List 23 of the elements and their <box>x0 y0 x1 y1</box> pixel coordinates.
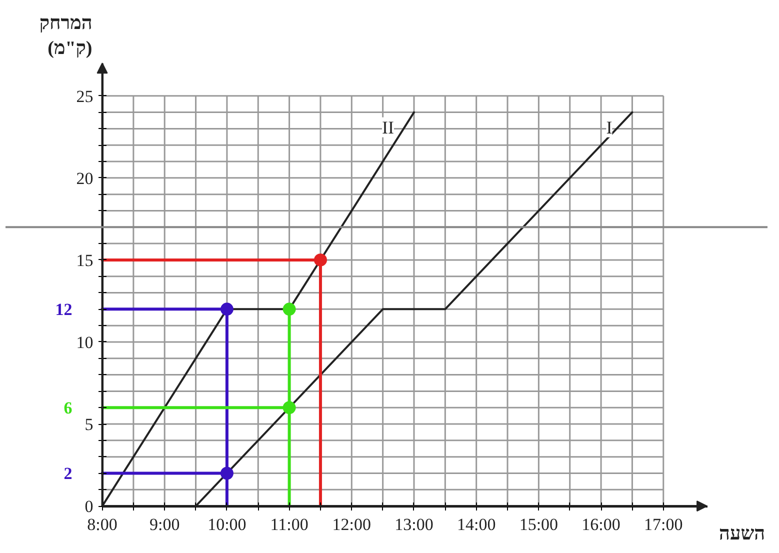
x-tick-label: 15:00 <box>519 515 558 534</box>
x-tick-label: 10:00 <box>208 515 246 534</box>
x-tick-label: 11:00 <box>270 515 308 534</box>
y-tick-label: 10 <box>76 332 94 352</box>
x-tick-label: 13:00 <box>394 515 434 534</box>
y-tick-label: 0 <box>84 497 94 516</box>
y-tick-label: 5 <box>84 415 94 434</box>
x-tick-label: 12:00 <box>332 515 372 534</box>
text: 12 <box>55 300 72 320</box>
series-label: I <box>606 117 612 138</box>
y-axis-title: המרחק (ק"מ) <box>39 12 92 60</box>
x-tick-label: 8:00 <box>87 515 118 534</box>
y-tick-label: 15 <box>76 250 94 270</box>
x-tick-label: 17:00 <box>644 515 683 534</box>
series-label: II <box>382 117 394 138</box>
x-tick-label: 16:00 <box>582 515 620 534</box>
x-axis-title: השעה <box>719 524 766 545</box>
y-tick-label: 20 <box>76 168 94 188</box>
x-tick-label: 14:00 <box>456 515 496 534</box>
text: 6 <box>64 398 72 418</box>
y-tick-label: 25 <box>76 86 94 106</box>
text: 2 <box>64 464 72 484</box>
x-tick-label: 9:00 <box>149 515 180 534</box>
